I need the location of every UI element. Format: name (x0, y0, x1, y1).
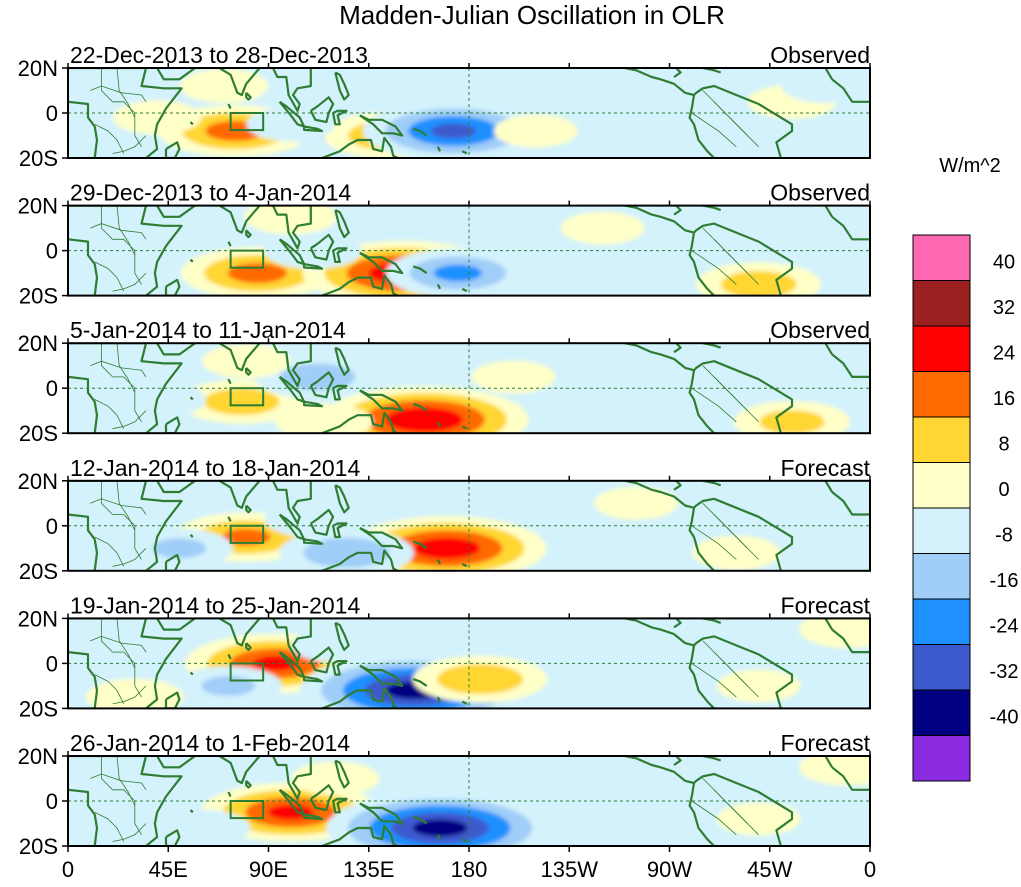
anomaly-contour (228, 263, 287, 283)
y-tick-label: 20S (19, 421, 58, 446)
colorbar-swatch (913, 463, 970, 509)
panel-date-label: 29-Dec-2013 to 4-Jan-2014 (70, 180, 351, 206)
y-tick-label: 0 (46, 789, 58, 814)
y-tick-label: 20N (18, 331, 58, 356)
anomaly-contour (717, 803, 801, 836)
y-tick-label: 20S (19, 559, 58, 584)
panel-status-label: Forecast (781, 592, 871, 618)
anomaly-contour (472, 758, 556, 791)
panel-date-label: 19-Jan-2014 to 25-Jan-2014 (70, 592, 360, 618)
panel-status-label: Observed (770, 42, 870, 68)
colorbar-swatch (913, 281, 970, 327)
anomaly-contour (291, 761, 379, 795)
x-tick-label: 90E (249, 857, 288, 882)
anomaly-contour (386, 407, 463, 432)
anomaly-contour (781, 69, 869, 103)
panels-group: 20N 0 20S 22-Dec-2013 to 28-Dec-2013 Observe… (18, 42, 897, 864)
x-tick-label: 0 (864, 857, 876, 882)
y-tick-label: 20N (18, 56, 58, 81)
x-tick-label: 90W (647, 857, 692, 882)
colorbar-swatch (913, 645, 970, 691)
anomaly-contour (561, 212, 645, 245)
x-axis: 0 45E 90E 135E 180 135W 90W 45W 0 (62, 846, 876, 882)
panel-6: 20N 0 20S 26-Jan-2014 to 1-Feb-2014 Forecast (18, 730, 897, 864)
panel-status-label: Observed (770, 317, 870, 343)
y-tick-label: 0 (46, 101, 58, 126)
colorbar-swatch (913, 372, 970, 418)
y-tick-label: 20N (18, 194, 58, 219)
anomaly-contour (760, 410, 825, 433)
y-tick-label: 20S (19, 146, 58, 171)
colorbar-swatch (913, 690, 970, 736)
colorbar-swatch (913, 599, 970, 645)
panel-4: 20N 0 20S 12-Jan-2014 to 18-Jan-2014 Forecas… (18, 455, 881, 584)
anomaly-contour (494, 115, 578, 148)
anomaly-contour (152, 538, 206, 558)
colorbar: 40 32 24 16 8 0 -8 -16 -24 -32 -40 (913, 235, 1018, 781)
x-tick-label: 180 (451, 857, 488, 882)
colorbar-swatch (913, 508, 970, 554)
colorbar-label: -24 (990, 616, 1019, 638)
y-tick-label: 20N (18, 744, 58, 769)
panel-date-label: 22-Dec-2013 to 28-Dec-2013 (70, 42, 368, 68)
panel-status-label: Forecast (781, 730, 871, 756)
colorbar-swatch (913, 554, 970, 600)
colorbar-label: 16 (993, 388, 1015, 410)
anomaly-contour (594, 487, 678, 520)
olr-chart: 20N020S22-Dec-2013 to 28-Dec-2013 Observe… (0, 0, 1021, 887)
colorbar-label: 40 (993, 252, 1015, 274)
panel-status-label: Forecast (781, 455, 871, 481)
x-tick-label: 45E (149, 857, 188, 882)
panel-1: 20N 0 20S 22-Dec-2013 to 28-Dec-2013 Observe… (18, 42, 870, 171)
anomaly-contour (153, 810, 251, 847)
panel-5: 20N 0 20S 19-Jan-2014 to 25-Jan-2014 Forecas… (18, 592, 897, 726)
anomaly-contour (437, 664, 523, 694)
panel-date-label: 5-Jan-2014 to 11-Jan-2014 (70, 317, 346, 343)
panel-date-label: 26-Jan-2014 to 1-Feb-2014 (70, 730, 350, 756)
colorbar-swatch (913, 417, 970, 463)
colorbar-label: 32 (993, 297, 1015, 319)
colorbar-label: -8 (995, 525, 1013, 547)
y-tick-label: 0 (46, 651, 58, 676)
y-tick-label: 0 (46, 376, 58, 401)
panel-status-label: Observed (770, 180, 870, 206)
colorbar-label: -32 (990, 661, 1019, 683)
anomaly-contour (275, 404, 373, 441)
y-tick-label: 20N (18, 606, 58, 631)
colorbar-label: -16 (990, 570, 1019, 592)
y-tick-label: 0 (46, 239, 58, 264)
colorbar-label: 8 (998, 434, 1009, 456)
anomaly-contour (434, 265, 482, 282)
x-tick-label: 135W (541, 857, 599, 882)
anomaly-contour (717, 669, 801, 702)
y-tick-label: 0 (46, 514, 58, 539)
colorbar-swatch (913, 736, 970, 782)
y-tick-label: 20S (19, 696, 58, 721)
colorbar-swatch (913, 326, 970, 372)
panel-date-label: 12-Jan-2014 to 18-Jan-2014 (70, 455, 360, 481)
anomaly-contour (692, 536, 780, 570)
x-tick-label: 0 (62, 857, 74, 882)
y-tick-label: 20S (19, 284, 58, 309)
panel-2: 20N 0 20S 29-Dec-2013 to 4-Jan-2014 Observed (18, 180, 870, 309)
x-tick-label: 45W (747, 857, 792, 882)
colorbar-units-label: W/m^2 (939, 155, 1001, 177)
colorbar-label: 0 (998, 479, 1009, 501)
panel-3: 20N 0 20S 5-Jan-2014 to 11-Jan-2014 Observed (18, 317, 870, 453)
anomaly-contour (291, 628, 379, 662)
colorbar-swatch (913, 235, 970, 281)
colorbar-label: -40 (990, 707, 1019, 729)
anomaly-contour (413, 819, 467, 836)
y-tick-label: 20N (18, 469, 58, 494)
anomaly-contour (202, 676, 256, 696)
x-tick-label: 135E (343, 857, 394, 882)
y-tick-label: 20S (19, 834, 58, 859)
anomaly-contour (204, 388, 280, 415)
anomaly-contour (413, 538, 480, 560)
colorbar-label: 24 (993, 343, 1015, 365)
